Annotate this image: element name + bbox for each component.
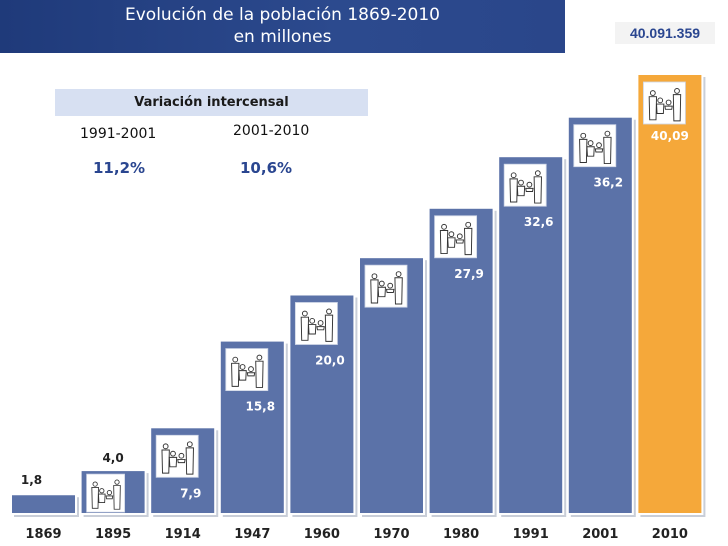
value-label-1947: 15,8 <box>245 400 275 414</box>
variation-title: Variación intercensal <box>134 95 289 110</box>
family-icon <box>155 434 199 478</box>
x-tick-2010: 2010 <box>652 527 688 542</box>
x-tick-1895: 1895 <box>95 527 131 542</box>
total-population-badge: 40.091.359 <box>615 22 715 44</box>
family-icon <box>86 473 125 513</box>
family-icon <box>434 215 478 259</box>
chart-subtitle: en millones <box>233 27 332 47</box>
x-tick-1914: 1914 <box>165 527 201 542</box>
bar-2010 <box>636 73 704 515</box>
x-tick-2001: 2001 <box>582 527 618 542</box>
value-label-1960: 20,0 <box>315 353 345 367</box>
period-label-1: 1991-2001 <box>80 126 157 142</box>
value-label-1895: 4,0 <box>102 451 123 465</box>
value-label-1914: 7,9 <box>180 486 201 500</box>
x-tick-1980: 1980 <box>443 527 479 542</box>
family-icon <box>294 302 338 345</box>
variation-header: Variación intercensal <box>55 89 368 116</box>
family-icon <box>573 124 617 168</box>
family-icon <box>503 163 547 207</box>
bar-1991 <box>497 155 565 515</box>
x-tick-1991: 1991 <box>513 527 549 542</box>
family-icon <box>642 81 686 125</box>
x-tick-1970: 1970 <box>373 527 409 542</box>
bar-1980 <box>427 206 495 515</box>
value-label-1869: 1,8 <box>21 473 42 487</box>
bar-2001 <box>566 115 634 515</box>
value-label-1980: 27,9 <box>454 267 484 281</box>
x-tick-1960: 1960 <box>304 527 340 542</box>
chart-title: Evolución de la población 1869-2010 <box>125 5 440 25</box>
title-banner: Evolución de la población 1869-2010 en m… <box>0 0 565 53</box>
period-value-2: 10,6% <box>240 159 293 177</box>
x-tick-1947: 1947 <box>234 527 270 542</box>
period-label-2: 2001-2010 <box>233 123 310 139</box>
value-label-2010: 40,09 <box>651 129 689 143</box>
value-label-1991: 32,6 <box>524 215 554 229</box>
period-value-1: 11,2% <box>93 159 146 177</box>
family-icon <box>364 264 408 308</box>
bar-1869 <box>10 493 77 515</box>
x-tick-1869: 1869 <box>25 527 61 542</box>
family-icon <box>225 348 269 392</box>
value-label-2001: 36,2 <box>593 176 623 190</box>
